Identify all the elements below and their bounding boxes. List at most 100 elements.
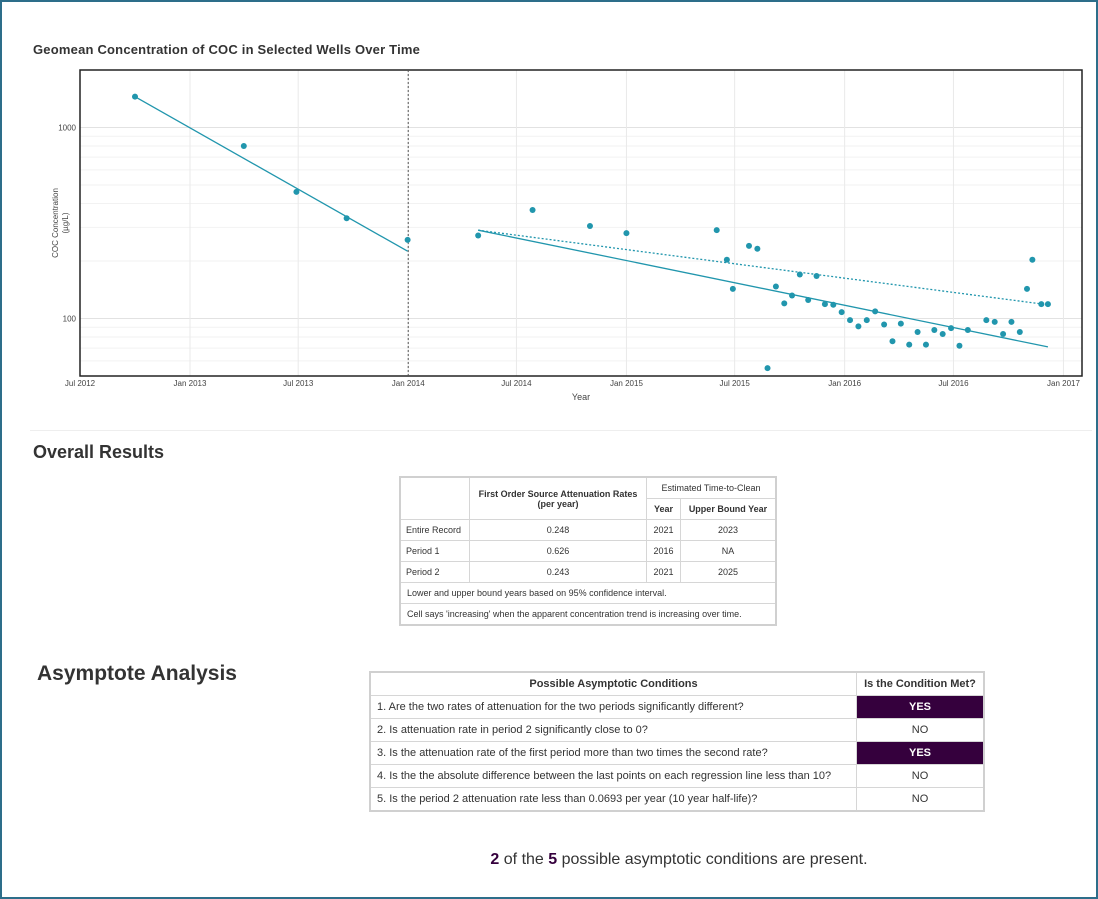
header-year: Year — [646, 498, 681, 520]
data-point — [745, 242, 752, 249]
table-row: 3. Is the attenuation rate of the first … — [369, 741, 985, 765]
asymptote-analysis-heading: Asymptote Analysis — [37, 662, 237, 685]
data-point — [922, 341, 929, 348]
data-point — [956, 342, 963, 349]
row-year: 2021 — [646, 561, 681, 583]
data-point — [964, 327, 971, 334]
table-note-increasing: Cell says 'increasing' when the apparent… — [400, 603, 776, 626]
section-divider — [30, 430, 1092, 431]
data-point — [821, 301, 828, 308]
chart-title: Geomean Concentration of COC in Selected… — [33, 42, 421, 57]
data-point — [772, 283, 779, 290]
row-rate: 0.243 — [469, 561, 647, 583]
data-point — [855, 323, 862, 330]
condition-answer: NO — [856, 718, 985, 742]
overall-results-table: First Order Source Attenuation Rates (pe… — [399, 476, 777, 626]
data-point — [586, 222, 593, 229]
data-point — [796, 271, 803, 278]
condition-question: 1. Are the two rates of attenuation for … — [369, 695, 857, 719]
data-point — [931, 327, 938, 334]
row-label: Entire Record — [399, 519, 470, 541]
plot-frame — [79, 69, 1083, 377]
condition-answer: NO — [856, 764, 985, 788]
data-point — [805, 296, 812, 303]
data-point — [781, 300, 788, 307]
overall-results-heading: Overall Results — [33, 442, 165, 462]
x-axis-label: Year — [572, 392, 590, 402]
data-point — [897, 320, 904, 327]
x-tick-label: Jul 2016 — [938, 379, 969, 388]
data-point — [475, 232, 482, 239]
concentration-chart: 100 1000 Jul 2012 Jan 2013 Jul 2013 Jan 2014 J… — [51, 69, 1083, 402]
data-point — [1038, 301, 1045, 308]
data-point — [906, 341, 913, 348]
table-row: 2. Is attenuation rate in period 2 signi… — [369, 718, 985, 742]
data-point — [1008, 318, 1015, 325]
y-axis-label: COC Concentration(µg/L) — [51, 188, 70, 258]
data-point — [991, 318, 998, 325]
data-point — [914, 328, 921, 335]
header-time-to-clean: Estimated Time-to-Clean — [646, 476, 777, 499]
data-point — [983, 317, 990, 324]
condition-question: 3. Is the attenuation rate of the first … — [369, 741, 857, 765]
summary-count: 2 — [490, 851, 500, 868]
header-conditions: Possible Asymptotic Conditions — [369, 671, 857, 696]
data-point — [764, 365, 771, 372]
data-point — [789, 292, 796, 299]
table-row: 4. Is the the absolute difference betwee… — [369, 764, 985, 788]
row-year: 2016 — [646, 540, 681, 562]
data-point — [948, 325, 955, 332]
data-point — [1029, 256, 1036, 263]
data-point — [1023, 285, 1030, 292]
condition-answer: YES — [856, 695, 985, 719]
data-point — [1044, 301, 1051, 308]
row-rate: 0.626 — [469, 540, 647, 562]
y-axis-label-line: COC Concentration — [51, 188, 60, 258]
condition-answer: NO — [856, 787, 985, 812]
row-year: 2021 — [646, 519, 681, 541]
condition-question: 5. Is the period 2 attenuation rate less… — [369, 787, 857, 812]
row-label: Period 2 — [399, 561, 470, 583]
data-point — [132, 93, 139, 100]
data-point — [404, 236, 411, 243]
asymptote-summary: 2 of the 5 possible asymptotic condition… — [0, 851, 1098, 869]
x-tick-label: Jan 2014 — [392, 379, 425, 388]
row-upper: 2025 — [680, 561, 777, 583]
data-point — [713, 227, 720, 234]
data-point — [830, 301, 837, 308]
row-upper: 2023 — [680, 519, 777, 541]
condition-question: 4. Is the the absolute difference betwee… — [369, 764, 857, 788]
row-rate: 0.248 — [469, 519, 647, 541]
x-tick-label: Jul 2012 — [65, 379, 96, 388]
summary-total: 5 — [548, 851, 558, 868]
x-tick-label: Jan 2016 — [828, 379, 861, 388]
table-row: 1. Are the two rates of attenuation for … — [369, 695, 985, 719]
data-point — [293, 188, 300, 195]
data-point — [939, 330, 946, 337]
data-point — [1000, 330, 1007, 337]
table-row: Period 2 0.243 2021 2025 — [399, 561, 777, 583]
trend-line-dotted — [478, 229, 1049, 306]
data-point — [889, 338, 896, 345]
data-point — [847, 317, 854, 324]
data-point — [872, 308, 879, 315]
y-tick-label: 100 — [63, 315, 77, 324]
summary-of-text: of the — [503, 851, 544, 868]
header-condition-met: Is the Condition Met? — [856, 671, 985, 696]
data-point — [863, 317, 870, 324]
data-point — [343, 215, 350, 222]
table-row: Period 1 0.626 2016 NA — [399, 540, 777, 562]
summary-suffix: possible asymptotic conditions are prese… — [561, 851, 868, 868]
header-blank — [399, 476, 470, 520]
x-tick-label: Jul 2015 — [720, 379, 751, 388]
x-tick-label: Jan 2015 — [610, 379, 643, 388]
data-point — [723, 256, 730, 263]
trend-line-solid — [478, 229, 1049, 348]
data-point — [813, 272, 820, 279]
y-axis-label-line: (µg/L) — [61, 212, 70, 233]
y-tick-label: 1000 — [58, 123, 76, 132]
data-point — [881, 321, 888, 328]
data-point — [754, 245, 761, 252]
row-upper: NA — [680, 540, 777, 562]
